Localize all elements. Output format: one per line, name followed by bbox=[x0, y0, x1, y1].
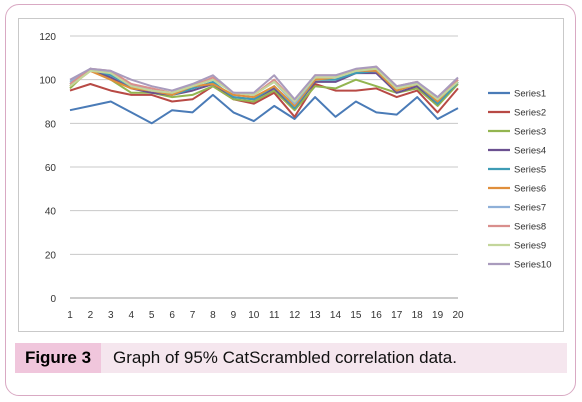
x-tick-label: 1 bbox=[67, 310, 73, 321]
y-tick-label: 0 bbox=[50, 294, 56, 305]
y-tick-label: 80 bbox=[45, 119, 57, 130]
legend-label: Series9 bbox=[514, 241, 546, 252]
x-tick-label: 20 bbox=[452, 310, 464, 321]
x-tick-label: 13 bbox=[309, 310, 321, 321]
legend-label: Series7 bbox=[514, 203, 546, 214]
x-tick-label: 8 bbox=[210, 310, 216, 321]
x-tick-label: 17 bbox=[391, 310, 403, 321]
x-tick-label: 12 bbox=[289, 310, 301, 321]
y-tick-label: 120 bbox=[39, 32, 56, 43]
x-axis-ticks: 1 2 3 4 5 6 7 8 9 10 11 12 13 14 15 16 17 18 19 20 bbox=[67, 310, 464, 321]
series-line-series3 bbox=[69, 67, 459, 112]
legend-label: Series4 bbox=[514, 146, 546, 157]
figure-caption: Graph of 95% CatScrambled correlation da… bbox=[113, 348, 457, 367]
x-tick-label: 18 bbox=[412, 310, 424, 321]
gridlines bbox=[70, 35, 458, 299]
series-line-series2 bbox=[69, 83, 459, 118]
figure-label: Figure 3 bbox=[15, 343, 101, 373]
y-tick-label: 100 bbox=[39, 76, 56, 87]
legend-label: Series10 bbox=[514, 260, 552, 271]
x-tick-label: 19 bbox=[432, 310, 444, 321]
y-tick-label: 40 bbox=[45, 207, 57, 218]
x-tick-label: 9 bbox=[231, 310, 237, 321]
y-axis-ticks: 0 20 40 60 80 100 120 bbox=[39, 32, 56, 305]
series-line-series9 bbox=[69, 67, 459, 103]
x-tick-label: 6 bbox=[169, 310, 175, 321]
figure-caption-bar: Figure 3 Graph of 95% CatScrambled corre… bbox=[15, 343, 567, 373]
series-line-series1 bbox=[69, 93, 459, 125]
x-tick-label: 11 bbox=[269, 310, 280, 321]
legend-label: Series5 bbox=[514, 165, 546, 176]
x-tick-label: 2 bbox=[88, 310, 94, 321]
x-tick-label: 3 bbox=[108, 310, 114, 321]
legend-label: Series1 bbox=[514, 89, 546, 100]
series-lines bbox=[69, 65, 459, 125]
legend-label: Series8 bbox=[514, 222, 546, 233]
x-tick-label: 4 bbox=[128, 310, 134, 321]
x-tick-label: 10 bbox=[248, 310, 260, 321]
y-tick-label: 20 bbox=[45, 250, 57, 261]
legend-label: Series2 bbox=[514, 108, 546, 119]
x-tick-label: 16 bbox=[371, 310, 383, 321]
series-line-series10 bbox=[69, 65, 459, 101]
x-tick-label: 15 bbox=[350, 310, 362, 321]
legend-label: Series3 bbox=[514, 127, 546, 138]
legend-label: Series6 bbox=[514, 184, 546, 195]
x-tick-label: 7 bbox=[190, 310, 196, 321]
legend: Series1 Series2 Series3 Series4 Series5 Serie… bbox=[488, 89, 552, 271]
x-tick-label: 5 bbox=[149, 310, 155, 321]
series-line-series6 bbox=[69, 69, 459, 107]
x-tick-label: 14 bbox=[330, 310, 342, 321]
y-tick-label: 60 bbox=[45, 163, 57, 174]
